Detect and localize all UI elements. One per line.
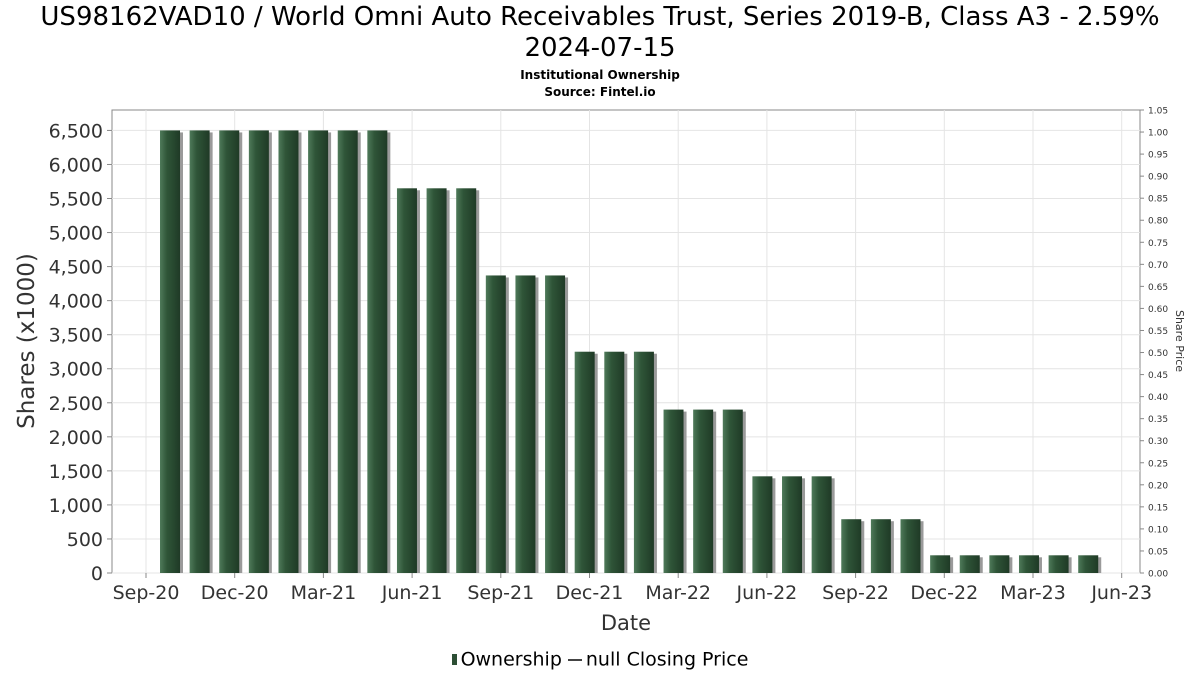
- ownership-bar: [959, 555, 980, 573]
- ownership-bar: [633, 351, 654, 573]
- y2-tick-label: 0.50: [1148, 349, 1168, 359]
- chart-title: US98162VAD10 / World Omni Auto Receivabl…: [40, 2, 1160, 63]
- y2-tick-label: 0.00: [1148, 570, 1168, 580]
- y2-axis-ticks: 0.00 0.05 0.10 0.15 0.20 0.25 0.30 0.35 0.40 0.45…: [1140, 107, 1168, 580]
- y2-tick-label: 0.10: [1148, 525, 1168, 535]
- x-tick-label: Sep-20: [113, 582, 180, 604]
- y-axis-label: Shares (x1000): [14, 253, 40, 429]
- ownership-bar: [1048, 555, 1069, 573]
- y-tick-label: 6,500: [49, 120, 103, 142]
- ownership-bar: [160, 130, 180, 574]
- bars: [160, 130, 1102, 574]
- y-tick-label: 0: [91, 563, 103, 585]
- ownership-bar: [870, 519, 891, 573]
- ownership-bar: [900, 519, 921, 573]
- y-tick-label: 500: [67, 529, 103, 551]
- x-tick-label: Sep-21: [467, 582, 534, 604]
- y-tick-label: 4,500: [49, 257, 103, 279]
- y-tick-label: 1,000: [49, 495, 103, 517]
- chart-subtitle: Institutional Ownership: [520, 68, 680, 82]
- ownership-bar: [1078, 555, 1099, 573]
- y2-tick-label: 0.05: [1148, 547, 1168, 557]
- y2-tick-label: 0.15: [1148, 503, 1168, 513]
- y-tick-label: 3,500: [49, 325, 103, 347]
- y-tick-label: 5,500: [49, 189, 103, 211]
- x-tick-label: Dec-21: [556, 582, 624, 604]
- y2-tick-label: 0.20: [1148, 481, 1168, 491]
- ownership-bar: [604, 351, 625, 573]
- y-tick-label: 2,500: [49, 393, 103, 415]
- y2-tick-label: 1.00: [1148, 129, 1168, 139]
- ownership-bar: [574, 351, 595, 573]
- ownership-bar: [219, 130, 240, 574]
- x-tick-label: Mar-23: [1000, 582, 1066, 604]
- chart-source: Source: Fintel.io: [544, 85, 656, 99]
- y2-tick-label: 0.30: [1148, 437, 1168, 447]
- ownership-bar: [189, 130, 210, 574]
- ownership-bar: [693, 409, 714, 573]
- y-tick-label: 5,000: [49, 223, 103, 245]
- ownership-bar: [930, 555, 951, 573]
- y-axis-ticks: 0 500 1,000 1,500 2,000 2,500 3,000 3,500 4,000 4…: [49, 120, 112, 585]
- x-tick-label: Jun-21: [381, 582, 443, 604]
- ownership-bar: [337, 130, 358, 574]
- y2-tick-label: 0.25: [1148, 459, 1168, 469]
- ownership-bar: [752, 476, 773, 573]
- y2-axis-label: Share Price: [1173, 310, 1186, 372]
- ownership-bar: [841, 519, 862, 573]
- legend-ownership: Ownership: [460, 648, 562, 671]
- ownership-bar: [782, 476, 803, 573]
- ownership-bar: [1018, 555, 1039, 573]
- x-tick-label: Sep-22: [822, 582, 889, 604]
- ownership-bar: [456, 188, 477, 574]
- y-tick-label: 2,000: [49, 427, 103, 449]
- y2-tick-label: 0.65: [1148, 283, 1168, 293]
- ownership-bar: [426, 188, 447, 574]
- x-axis-label: Date: [601, 611, 651, 635]
- closing-price-legend-swatch: [567, 658, 582, 661]
- ownership-bar: [248, 130, 269, 574]
- ownership-bar: [663, 409, 684, 573]
- ownership-bar: [278, 130, 299, 574]
- ownership-bar: [722, 409, 743, 573]
- y2-tick-label: 0.35: [1148, 415, 1168, 425]
- ownership-bar: [545, 275, 566, 573]
- chart-legend: Ownership null Closing Price: [0, 648, 1200, 671]
- x-axis-ticks: Sep-20 Dec-20 Mar-21 Jun-21 Sep-21 Dec-21 Mar-…: [113, 573, 1152, 604]
- x-tick-label: Mar-22: [645, 582, 711, 604]
- ownership-bar: [308, 130, 329, 574]
- y2-tick-label: 0.45: [1148, 371, 1168, 381]
- y2-tick-label: 0.40: [1148, 393, 1168, 403]
- y2-tick-label: 1.05: [1148, 107, 1168, 117]
- x-tick-label: Jun-22: [736, 582, 798, 604]
- y2-tick-label: 0.70: [1148, 261, 1168, 271]
- ownership-bar: [515, 275, 536, 573]
- y-tick-label: 6,000: [49, 154, 103, 176]
- x-tick-label: Dec-22: [910, 582, 978, 604]
- y2-tick-label: 0.80: [1148, 217, 1168, 227]
- x-tick-label: Mar-21: [291, 582, 357, 604]
- y-tick-label: 4,000: [49, 291, 103, 313]
- ownership-bar: [989, 555, 1010, 573]
- legend-closing-price: null Closing Price: [585, 648, 749, 671]
- ownership-bar: [367, 130, 388, 574]
- ownership-legend-swatch: [451, 654, 457, 665]
- ownership-bar: [396, 188, 417, 574]
- y2-tick-label: 0.85: [1148, 195, 1168, 205]
- y-tick-label: 1,500: [49, 461, 103, 483]
- ownership-bar: [811, 476, 832, 573]
- y2-tick-label: 0.60: [1148, 305, 1168, 315]
- y2-tick-label: 0.55: [1148, 327, 1168, 337]
- y2-tick-label: 0.95: [1148, 151, 1168, 161]
- y2-tick-label: 0.75: [1148, 239, 1168, 249]
- y2-tick-label: 0.90: [1148, 173, 1168, 183]
- y-tick-label: 3,000: [49, 359, 103, 381]
- x-tick-label: Dec-20: [201, 582, 269, 604]
- x-tick-label: Jun-23: [1090, 582, 1152, 604]
- ownership-bar: [485, 275, 506, 573]
